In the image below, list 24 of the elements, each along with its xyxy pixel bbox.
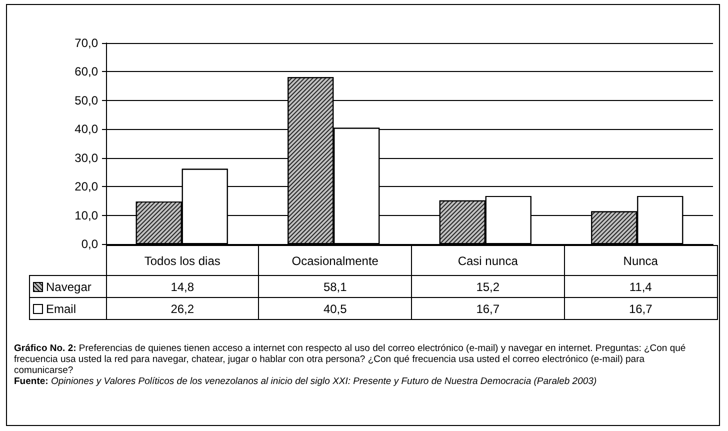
- x-tick-label: Casi nunca: [412, 246, 564, 276]
- data-label: 58,1: [258, 276, 412, 298]
- x-tick-label: Todos los dias: [106, 246, 259, 276]
- y-tick-label: 40,0: [74, 122, 98, 136]
- legend-label: Navegar: [30, 276, 106, 298]
- data-label: 14,8: [106, 276, 259, 298]
- data-label: 11,4: [564, 276, 717, 298]
- data-label: 40,5: [258, 298, 412, 320]
- source-note: Fuente: Opiniones y Valores Políticos de los venezolanos al inicio del siglo XXI: Presente y Futuro de Nuestra Democracia (Paraleb 2003): [14, 376, 597, 387]
- text: Gráfico No. 2: Preferencias de quienes tienen acceso a internet con respecto al uso del correo electrónico (e-mail) y navegar en internet. Preguntas: ¿Con qué frecuencia usa usted la red para navegar, chatear, jugar o hablar con otra persona? ¿Con qué frecuencia usa usted el correo electrónico (e-mail) para comunicarse?: [14, 343, 686, 376]
- y-tick-label: 30,0: [74, 150, 98, 165]
- legend-label: Email: [30, 298, 106, 320]
- y-tick-label: 10,0: [74, 208, 98, 222]
- x-tick-label: Ocasionalmente: [258, 246, 412, 276]
- data-label: 15,2: [412, 276, 564, 298]
- data-label: 16,7: [564, 298, 717, 320]
- data-label: 16,7: [412, 298, 564, 320]
- y-tick-label: 60,0: [74, 64, 98, 79]
- y-tick-label: 0,0: [81, 237, 98, 251]
- y-tick-label: 70,0: [74, 36, 98, 50]
- y-tick-label: 20,0: [74, 180, 98, 194]
- y-tick-label: 50,0: [74, 93, 98, 108]
- data-label: 26,2: [106, 298, 259, 320]
- x-tick-label: Nunca: [564, 246, 717, 276]
